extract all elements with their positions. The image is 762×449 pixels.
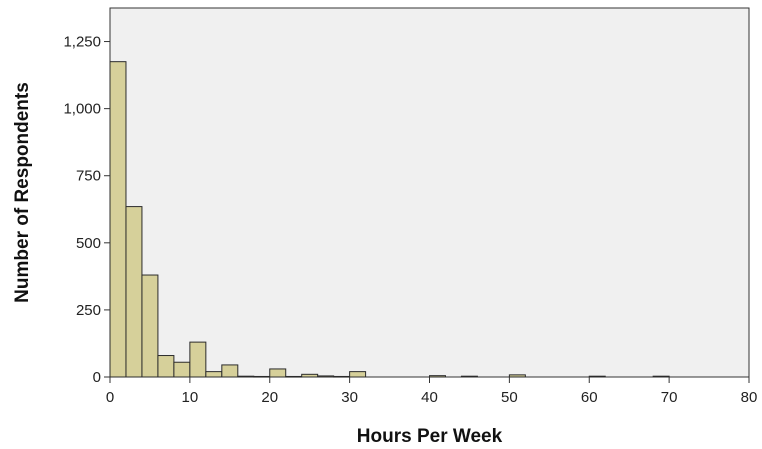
x-axis-title: Hours Per Week <box>357 426 503 447</box>
x-axis: 0 10 20 30 40 50 60 70 80 <box>106 377 758 406</box>
y-tick-label: 250 <box>76 302 101 319</box>
y-axis: 0 250 500 750 1,000 1,250 <box>63 34 110 386</box>
histogram-bar <box>157 355 175 378</box>
histogram-bar <box>317 375 335 378</box>
histogram-bar <box>253 375 271 378</box>
y-axis-title: Number of Respondents <box>12 82 33 303</box>
histogram-bar <box>189 341 207 378</box>
histogram-bar <box>141 274 159 378</box>
histogram-bar <box>460 375 478 378</box>
x-tick-label: 0 <box>106 389 114 406</box>
histogram-bar <box>508 374 526 378</box>
histogram-bars <box>109 61 670 378</box>
histogram-bar <box>349 371 367 378</box>
x-tick-label: 60 <box>581 389 598 406</box>
histogram-bar <box>173 361 191 378</box>
plot-area <box>109 7 750 378</box>
x-tick-label: 50 <box>501 389 518 406</box>
y-tick-label: 750 <box>76 168 101 185</box>
x-tick-label: 30 <box>341 389 358 406</box>
histogram-bar <box>285 375 303 378</box>
y-tick-label: 1,000 <box>63 101 101 118</box>
histogram-bar <box>205 371 223 378</box>
histogram-bar <box>269 368 287 378</box>
histogram-bar <box>221 364 239 378</box>
x-tick-label: 80 <box>741 389 758 406</box>
histogram-bar <box>333 375 351 378</box>
histogram-bar <box>125 206 143 378</box>
y-tick-label: 1,250 <box>63 34 101 51</box>
y-tick-label: 500 <box>76 235 101 252</box>
histogram-bar <box>652 375 670 378</box>
histogram-bar <box>429 375 446 378</box>
x-tick-label: 20 <box>261 389 278 406</box>
x-tick-label: 40 <box>421 389 438 406</box>
histogram-bar <box>109 61 127 378</box>
x-tick-label: 70 <box>661 389 678 406</box>
x-tick-label: 10 <box>182 389 199 406</box>
histogram-bar <box>237 375 255 378</box>
histogram-bar <box>301 373 319 378</box>
y-tick-label: 0 <box>93 369 101 386</box>
histogram-bar <box>588 375 606 378</box>
